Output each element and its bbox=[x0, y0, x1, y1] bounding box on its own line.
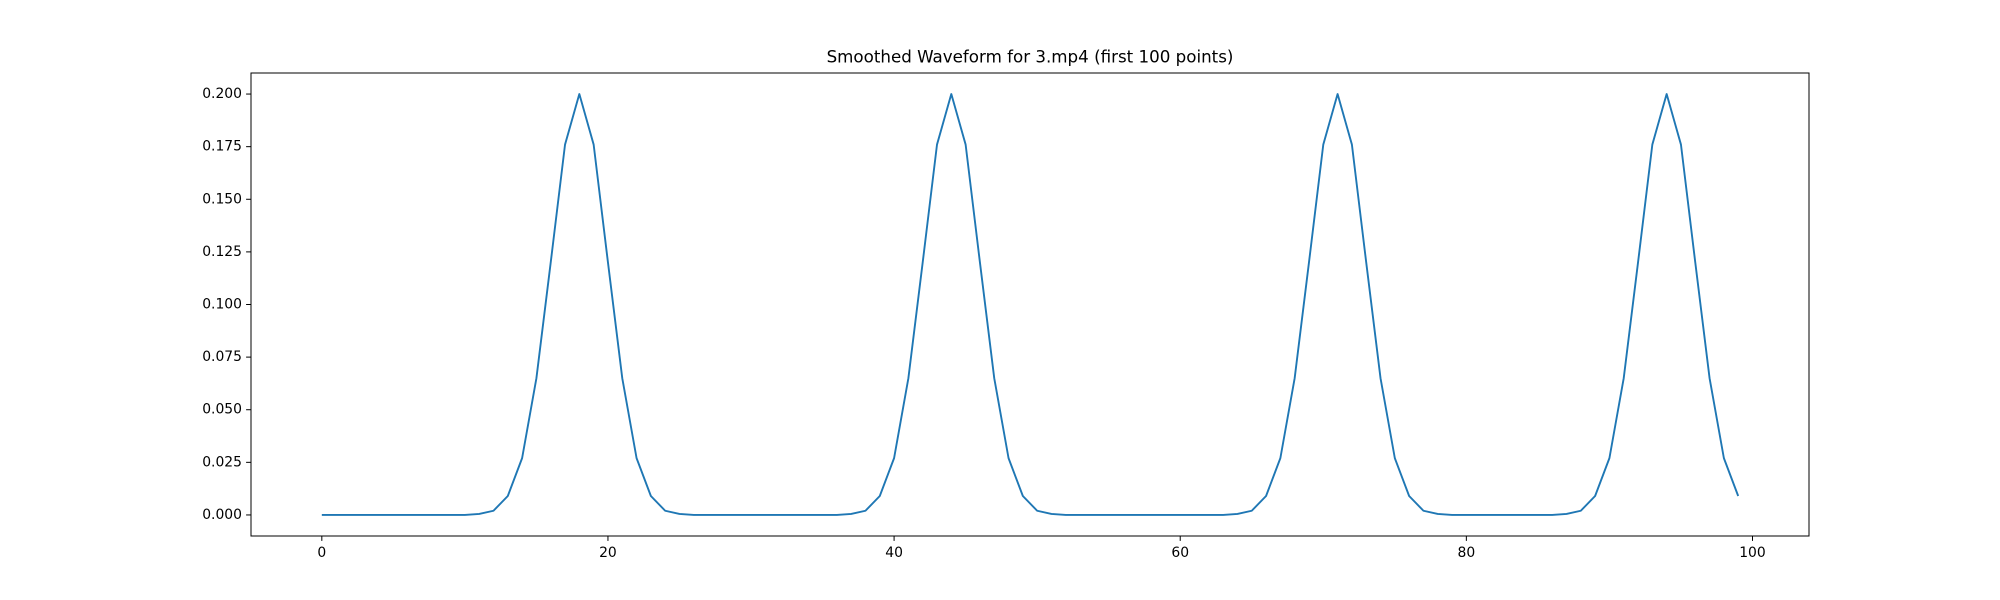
x-tick-label: 20 bbox=[599, 545, 617, 561]
y-tick-label: 0.150 bbox=[202, 191, 242, 207]
y-tick-label: 0.075 bbox=[202, 349, 242, 365]
y-tick-label: 0.125 bbox=[202, 244, 242, 260]
y-tick-label: 0.000 bbox=[202, 507, 242, 523]
chart-title: Smoothed Waveform for 3.mp4 (first 100 p… bbox=[827, 47, 1234, 67]
plot-frame bbox=[250, 72, 1810, 537]
x-tick-label: 60 bbox=[1171, 545, 1189, 561]
x-tick-label: 40 bbox=[885, 545, 903, 561]
y-tick-label: 0.025 bbox=[202, 454, 242, 470]
y-tick-label: 0.050 bbox=[202, 402, 242, 418]
x-tick-label: 100 bbox=[1739, 545, 1766, 561]
y-tick-label: 0.175 bbox=[202, 139, 242, 155]
data-line bbox=[321, 93, 1740, 516]
y-tick-label: 0.200 bbox=[202, 86, 242, 102]
y-tick-label: 0.100 bbox=[202, 297, 242, 313]
x-tick-label: 0 bbox=[317, 545, 326, 561]
x-tick-label: 80 bbox=[1458, 545, 1476, 561]
